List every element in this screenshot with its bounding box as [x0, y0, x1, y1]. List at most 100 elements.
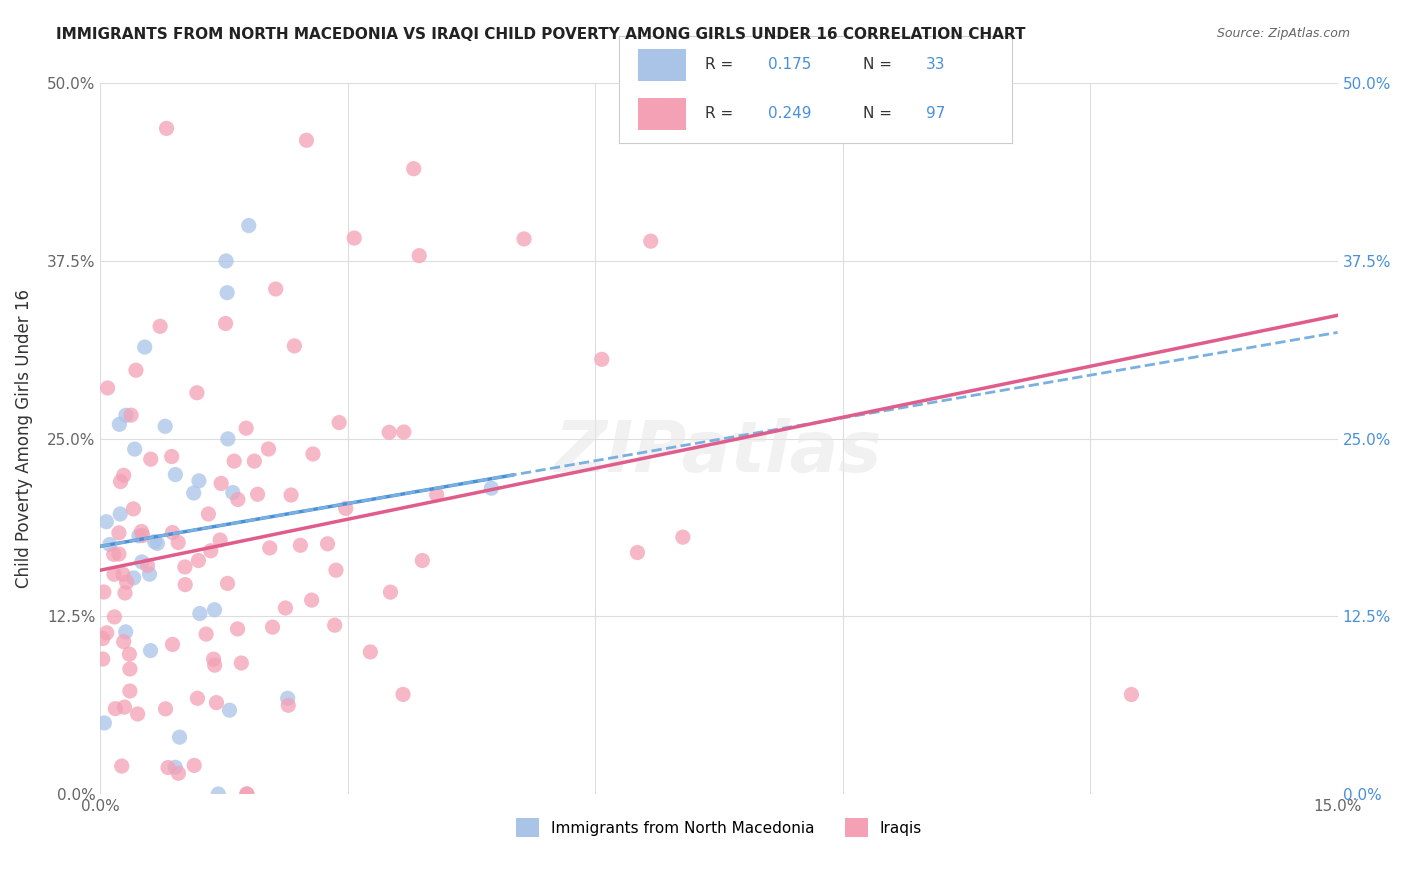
Point [143, 534, 166, 549]
Point [217, 576, 239, 591]
Point [183, 486, 205, 500]
Point [162, 525, 184, 540]
Point [217, 285, 239, 300]
Point [162, 637, 184, 651]
Point [131, 555, 153, 569]
Point [217, 432, 239, 446]
Text: 0.175: 0.175 [768, 57, 811, 72]
Point [108, 525, 131, 540]
Point [328, 416, 350, 430]
Point [108, 547, 131, 561]
Bar [638, 98, 686, 130]
Point [103, 548, 125, 562]
Point [207, 787, 229, 801]
Point [187, 474, 209, 488]
Point [111, 759, 134, 773]
Y-axis label: Child Poverty Among Girls Under 16: Child Poverty Among Girls Under 16 [15, 289, 32, 588]
Point [139, 452, 162, 467]
Point [218, 703, 240, 717]
Point [91, 652, 114, 666]
Point [259, 541, 281, 555]
Point [277, 698, 299, 713]
Text: ZIPatlas: ZIPatlas [555, 418, 883, 487]
Point [1121, 688, 1143, 702]
Point [91, 632, 114, 646]
Point [323, 618, 346, 632]
Point [138, 567, 160, 582]
Point [120, 408, 142, 422]
Point [108, 507, 131, 521]
Point [226, 622, 249, 636]
Point [118, 647, 141, 661]
Point [277, 691, 299, 706]
Point [402, 161, 425, 176]
Text: N =: N = [863, 106, 897, 121]
Point [626, 545, 648, 559]
Point [204, 603, 226, 617]
Point [103, 610, 125, 624]
Text: 33: 33 [925, 57, 945, 72]
Point [243, 454, 266, 468]
Point [280, 488, 302, 502]
Point [155, 702, 177, 716]
Point [411, 553, 433, 567]
Point [200, 543, 222, 558]
Point [128, 529, 150, 543]
Point [197, 507, 219, 521]
Point [183, 758, 205, 772]
Point [139, 643, 162, 657]
Point [257, 442, 280, 456]
Point [187, 553, 209, 567]
Point [295, 133, 318, 147]
Point [149, 319, 172, 334]
Point [165, 467, 187, 482]
Point [186, 385, 208, 400]
Point [114, 586, 136, 600]
Point [274, 601, 297, 615]
Point [672, 530, 695, 544]
Point [118, 684, 141, 698]
Point [132, 528, 155, 542]
Point [302, 447, 325, 461]
Point [290, 538, 312, 552]
Point [111, 567, 134, 582]
Point [359, 645, 381, 659]
Point [112, 634, 135, 648]
Text: Source: ZipAtlas.com: Source: ZipAtlas.com [1216, 27, 1350, 40]
Point [264, 282, 287, 296]
Point [104, 701, 127, 715]
Point [195, 627, 218, 641]
Point [96, 515, 118, 529]
Point [202, 652, 225, 666]
Point [231, 656, 253, 670]
Point [408, 249, 430, 263]
Point [110, 475, 132, 489]
Point [392, 425, 415, 439]
Text: N =: N = [863, 57, 897, 72]
Point [157, 760, 180, 774]
Point [343, 231, 366, 245]
Point [118, 662, 141, 676]
Point [235, 421, 257, 435]
Point [103, 567, 125, 582]
Point [167, 535, 190, 549]
Point [153, 419, 176, 434]
Point [124, 442, 146, 456]
Text: R =: R = [706, 57, 738, 72]
Point [380, 585, 402, 599]
Point [173, 560, 195, 574]
Point [246, 487, 269, 501]
Point [205, 696, 228, 710]
Point [122, 571, 145, 585]
Point [335, 501, 357, 516]
Point [155, 121, 177, 136]
Text: 0.249: 0.249 [768, 106, 811, 121]
Text: 97: 97 [925, 106, 945, 121]
Point [127, 706, 149, 721]
Point [214, 317, 236, 331]
Point [93, 585, 115, 599]
Point [174, 577, 197, 591]
Point [209, 476, 232, 491]
Point [165, 760, 187, 774]
Point [108, 417, 131, 432]
